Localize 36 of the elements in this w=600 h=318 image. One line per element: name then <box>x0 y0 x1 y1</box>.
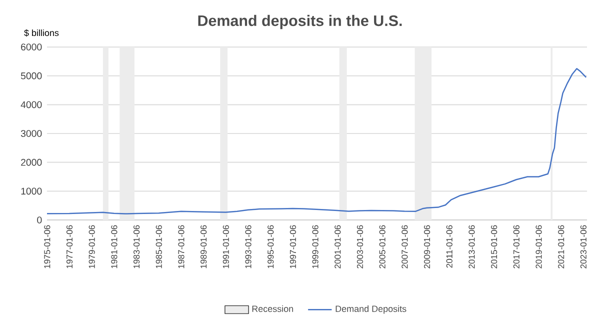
y-tick-label: 4000 <box>20 101 42 108</box>
y-axis-title: $ billions <box>24 29 59 37</box>
x-tick-label: 1983-01-06 <box>134 225 140 268</box>
x-tick-label: 2005-01-06 <box>379 225 386 268</box>
legend-label: Demand Deposits <box>336 305 406 314</box>
x-tick-label: 1975-01-06 <box>44 225 50 268</box>
x-tick-label: 1985-01-06 <box>156 225 162 268</box>
x-tick-label: 1987-01-06 <box>178 225 184 268</box>
x-tick-label: 1979-01-06 <box>88 225 95 268</box>
x-tick-label: 2007-01-06 <box>402 225 408 268</box>
y-tick-label: 5000 <box>20 72 42 80</box>
legend-label: Recession <box>252 305 294 312</box>
x-tick-label: 2013-01-06 <box>468 225 475 268</box>
y-tick-label: 2000 <box>21 158 42 166</box>
y-tick-label: 1000 <box>21 188 42 195</box>
x-tick-label: 1981-01-06 <box>111 225 118 268</box>
x-tick-label: 2011-01-06 <box>446 225 452 268</box>
x-tick-label: 1993-01-06 <box>245 225 252 268</box>
chart-title: Demand deposits in the U.S. <box>198 14 402 30</box>
x-tick-label: 1997-01-06 <box>290 225 296 268</box>
x-tick-label: 2003-01-06 <box>356 225 364 268</box>
x-tick-label: 2023-01-06 <box>580 225 586 268</box>
x-tick-label: 1991-01-06 <box>222 225 229 268</box>
x-tick-label: 2019-01-06 <box>536 225 542 268</box>
x-tick-label: 2015-01-06 <box>491 225 498 268</box>
x-tick-label: 1977-01-06 <box>66 225 73 268</box>
x-tick-label: 1989-01-06 <box>200 225 207 268</box>
x-tick-label: 2017-01-06 <box>513 225 520 268</box>
y-tick-label: 0 <box>37 216 42 224</box>
x-tick-label: 2009-01-06 <box>424 225 430 268</box>
y-tick-label: 6000 <box>21 44 42 50</box>
x-tick-label: 1999-01-06 <box>312 225 318 268</box>
y-tick-label: 3000 <box>20 130 42 137</box>
x-tick-label: 2021-01-06 <box>558 225 564 268</box>
x-tick-label: 1995-01-06 <box>268 225 274 268</box>
x-tick-label: 2001-01-06 <box>334 225 341 268</box>
